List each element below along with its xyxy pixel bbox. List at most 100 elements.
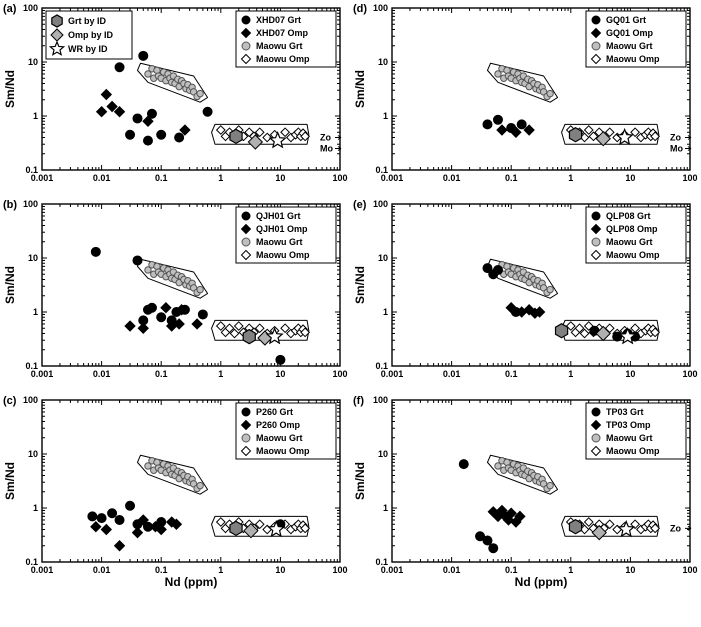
svg-text:100: 100: [23, 199, 38, 209]
svg-text:WR by ID: WR by ID: [68, 44, 108, 54]
svg-text:Maowu Grt: Maowu Grt: [606, 433, 653, 443]
svg-text:10: 10: [275, 369, 285, 379]
svg-text:0.1: 0.1: [375, 165, 388, 175]
svg-text:100: 100: [682, 369, 697, 379]
svg-text:(f): (f): [353, 395, 364, 407]
svg-text:QJH01 Grt: QJH01 Grt: [256, 211, 301, 221]
svg-text:100: 100: [682, 565, 697, 575]
svg-text:1: 1: [383, 503, 388, 513]
panel-(b): 0.0010.010.11101000.1110100Sm/Nd(b)QJH01…: [3, 199, 348, 379]
svg-text:Maowu Grt: Maowu Grt: [606, 41, 653, 51]
svg-text:10: 10: [378, 57, 388, 67]
svg-text:Sm/Nd: Sm/Nd: [353, 266, 367, 304]
svg-text:100: 100: [373, 395, 388, 405]
panel-(c): 0.0010.010.11101000.1110100Sm/NdNd (ppm)…: [3, 395, 348, 589]
svg-text:QJH01 Omp: QJH01 Omp: [256, 224, 308, 234]
svg-text:1: 1: [218, 369, 223, 379]
svg-text:Zo: Zo: [320, 132, 331, 142]
svg-text:100: 100: [23, 3, 38, 13]
svg-text:100: 100: [23, 395, 38, 405]
svg-text:(c): (c): [3, 395, 17, 407]
svg-text:10: 10: [378, 253, 388, 263]
svg-text:0.01: 0.01: [443, 369, 461, 379]
panel-(f): 0.0010.010.11101000.1110100Sm/NdNd (ppm)…: [353, 395, 698, 589]
svg-text:1: 1: [218, 565, 223, 575]
svg-text:XHD07 Grt: XHD07 Grt: [256, 15, 301, 25]
svg-text:Zo: Zo: [670, 132, 681, 142]
svg-text:Sm/Nd: Sm/Nd: [3, 70, 17, 108]
svg-text:P260 Omp: P260 Omp: [256, 420, 301, 430]
svg-text:0.01: 0.01: [93, 565, 111, 575]
svg-text:10: 10: [625, 173, 635, 183]
svg-text:Maowu Omp: Maowu Omp: [606, 54, 660, 64]
svg-text:0.1: 0.1: [155, 173, 168, 183]
svg-text:100: 100: [332, 369, 347, 379]
svg-text:0.1: 0.1: [505, 369, 518, 379]
svg-text:100: 100: [332, 173, 347, 183]
svg-text:Omp by ID: Omp by ID: [68, 30, 114, 40]
svg-text:Sm/Nd: Sm/Nd: [353, 462, 367, 500]
svg-text:0.1: 0.1: [505, 565, 518, 575]
svg-text:0.1: 0.1: [155, 565, 168, 575]
svg-text:10: 10: [625, 369, 635, 379]
svg-text:0.01: 0.01: [443, 173, 461, 183]
svg-text:0.1: 0.1: [25, 361, 38, 371]
svg-text:1: 1: [568, 369, 573, 379]
svg-text:Nd (ppm): Nd (ppm): [165, 575, 218, 589]
svg-text:Maowu Omp: Maowu Omp: [606, 446, 660, 456]
panel-(d): 0.0010.010.11101000.1110100Sm/Nd(d)ZoMoG…: [353, 3, 698, 183]
svg-text:Mo: Mo: [320, 144, 333, 154]
svg-text:XHD07 Omp: XHD07 Omp: [256, 28, 309, 38]
svg-text:Maowu Grt: Maowu Grt: [606, 237, 653, 247]
svg-text:Maowu Omp: Maowu Omp: [256, 250, 310, 260]
svg-text:1: 1: [568, 173, 573, 183]
svg-text:1: 1: [33, 503, 38, 513]
svg-text:GQ01 Omp: GQ01 Omp: [606, 28, 654, 38]
svg-text:Mo: Mo: [670, 144, 683, 154]
panel-(e): 0.0010.010.11101000.1110100Sm/Nd(e)QLP08…: [353, 199, 698, 379]
svg-text:Sm/Nd: Sm/Nd: [353, 70, 367, 108]
scatter-grid: 0.0010.010.11101000.1110100Sm/Nd(a)ZoMoG…: [0, 0, 701, 627]
svg-text:0.1: 0.1: [25, 165, 38, 175]
svg-text:P260 Grt: P260 Grt: [256, 407, 293, 417]
svg-text:10: 10: [275, 173, 285, 183]
svg-text:1: 1: [383, 111, 388, 121]
svg-text:Maowu Omp: Maowu Omp: [256, 446, 310, 456]
svg-text:0.1: 0.1: [375, 361, 388, 371]
svg-text:10: 10: [378, 449, 388, 459]
svg-text:10: 10: [275, 565, 285, 575]
svg-text:Zo: Zo: [670, 523, 681, 533]
svg-text:0.01: 0.01: [93, 173, 111, 183]
svg-text:(b): (b): [3, 199, 17, 211]
svg-text:(a): (a): [3, 3, 17, 15]
svg-text:QLP08 Grt: QLP08 Grt: [606, 211, 651, 221]
svg-text:10: 10: [28, 253, 38, 263]
svg-text:1: 1: [33, 111, 38, 121]
svg-text:GQ01 Grt: GQ01 Grt: [606, 15, 646, 25]
svg-text:10: 10: [625, 565, 635, 575]
svg-text:1: 1: [383, 307, 388, 317]
svg-text:1: 1: [218, 173, 223, 183]
svg-text:0.1: 0.1: [505, 173, 518, 183]
svg-text:Maowu Omp: Maowu Omp: [256, 54, 310, 64]
svg-text:100: 100: [373, 3, 388, 13]
svg-text:QLP08 Omp: QLP08 Omp: [606, 224, 658, 234]
svg-text:0.01: 0.01: [93, 369, 111, 379]
svg-text:Sm/Nd: Sm/Nd: [3, 266, 17, 304]
svg-text:0.1: 0.1: [375, 557, 388, 567]
svg-text:Maowu Grt: Maowu Grt: [256, 433, 303, 443]
svg-text:TP03 Omp: TP03 Omp: [606, 420, 651, 430]
svg-text:Maowu Grt: Maowu Grt: [256, 237, 303, 247]
svg-text:100: 100: [682, 173, 697, 183]
svg-text:Grt by ID: Grt by ID: [68, 16, 107, 26]
svg-text:0.1: 0.1: [155, 369, 168, 379]
svg-text:10: 10: [28, 449, 38, 459]
svg-text:1: 1: [33, 307, 38, 317]
svg-text:TP03 Grt: TP03 Grt: [606, 407, 644, 417]
svg-text:(d): (d): [353, 3, 367, 15]
svg-text:(e): (e): [353, 199, 367, 211]
panel-(a): 0.0010.010.11101000.1110100Sm/Nd(a)ZoMoG…: [3, 3, 348, 183]
svg-text:10: 10: [28, 57, 38, 67]
svg-text:100: 100: [373, 199, 388, 209]
svg-text:0.1: 0.1: [25, 557, 38, 567]
